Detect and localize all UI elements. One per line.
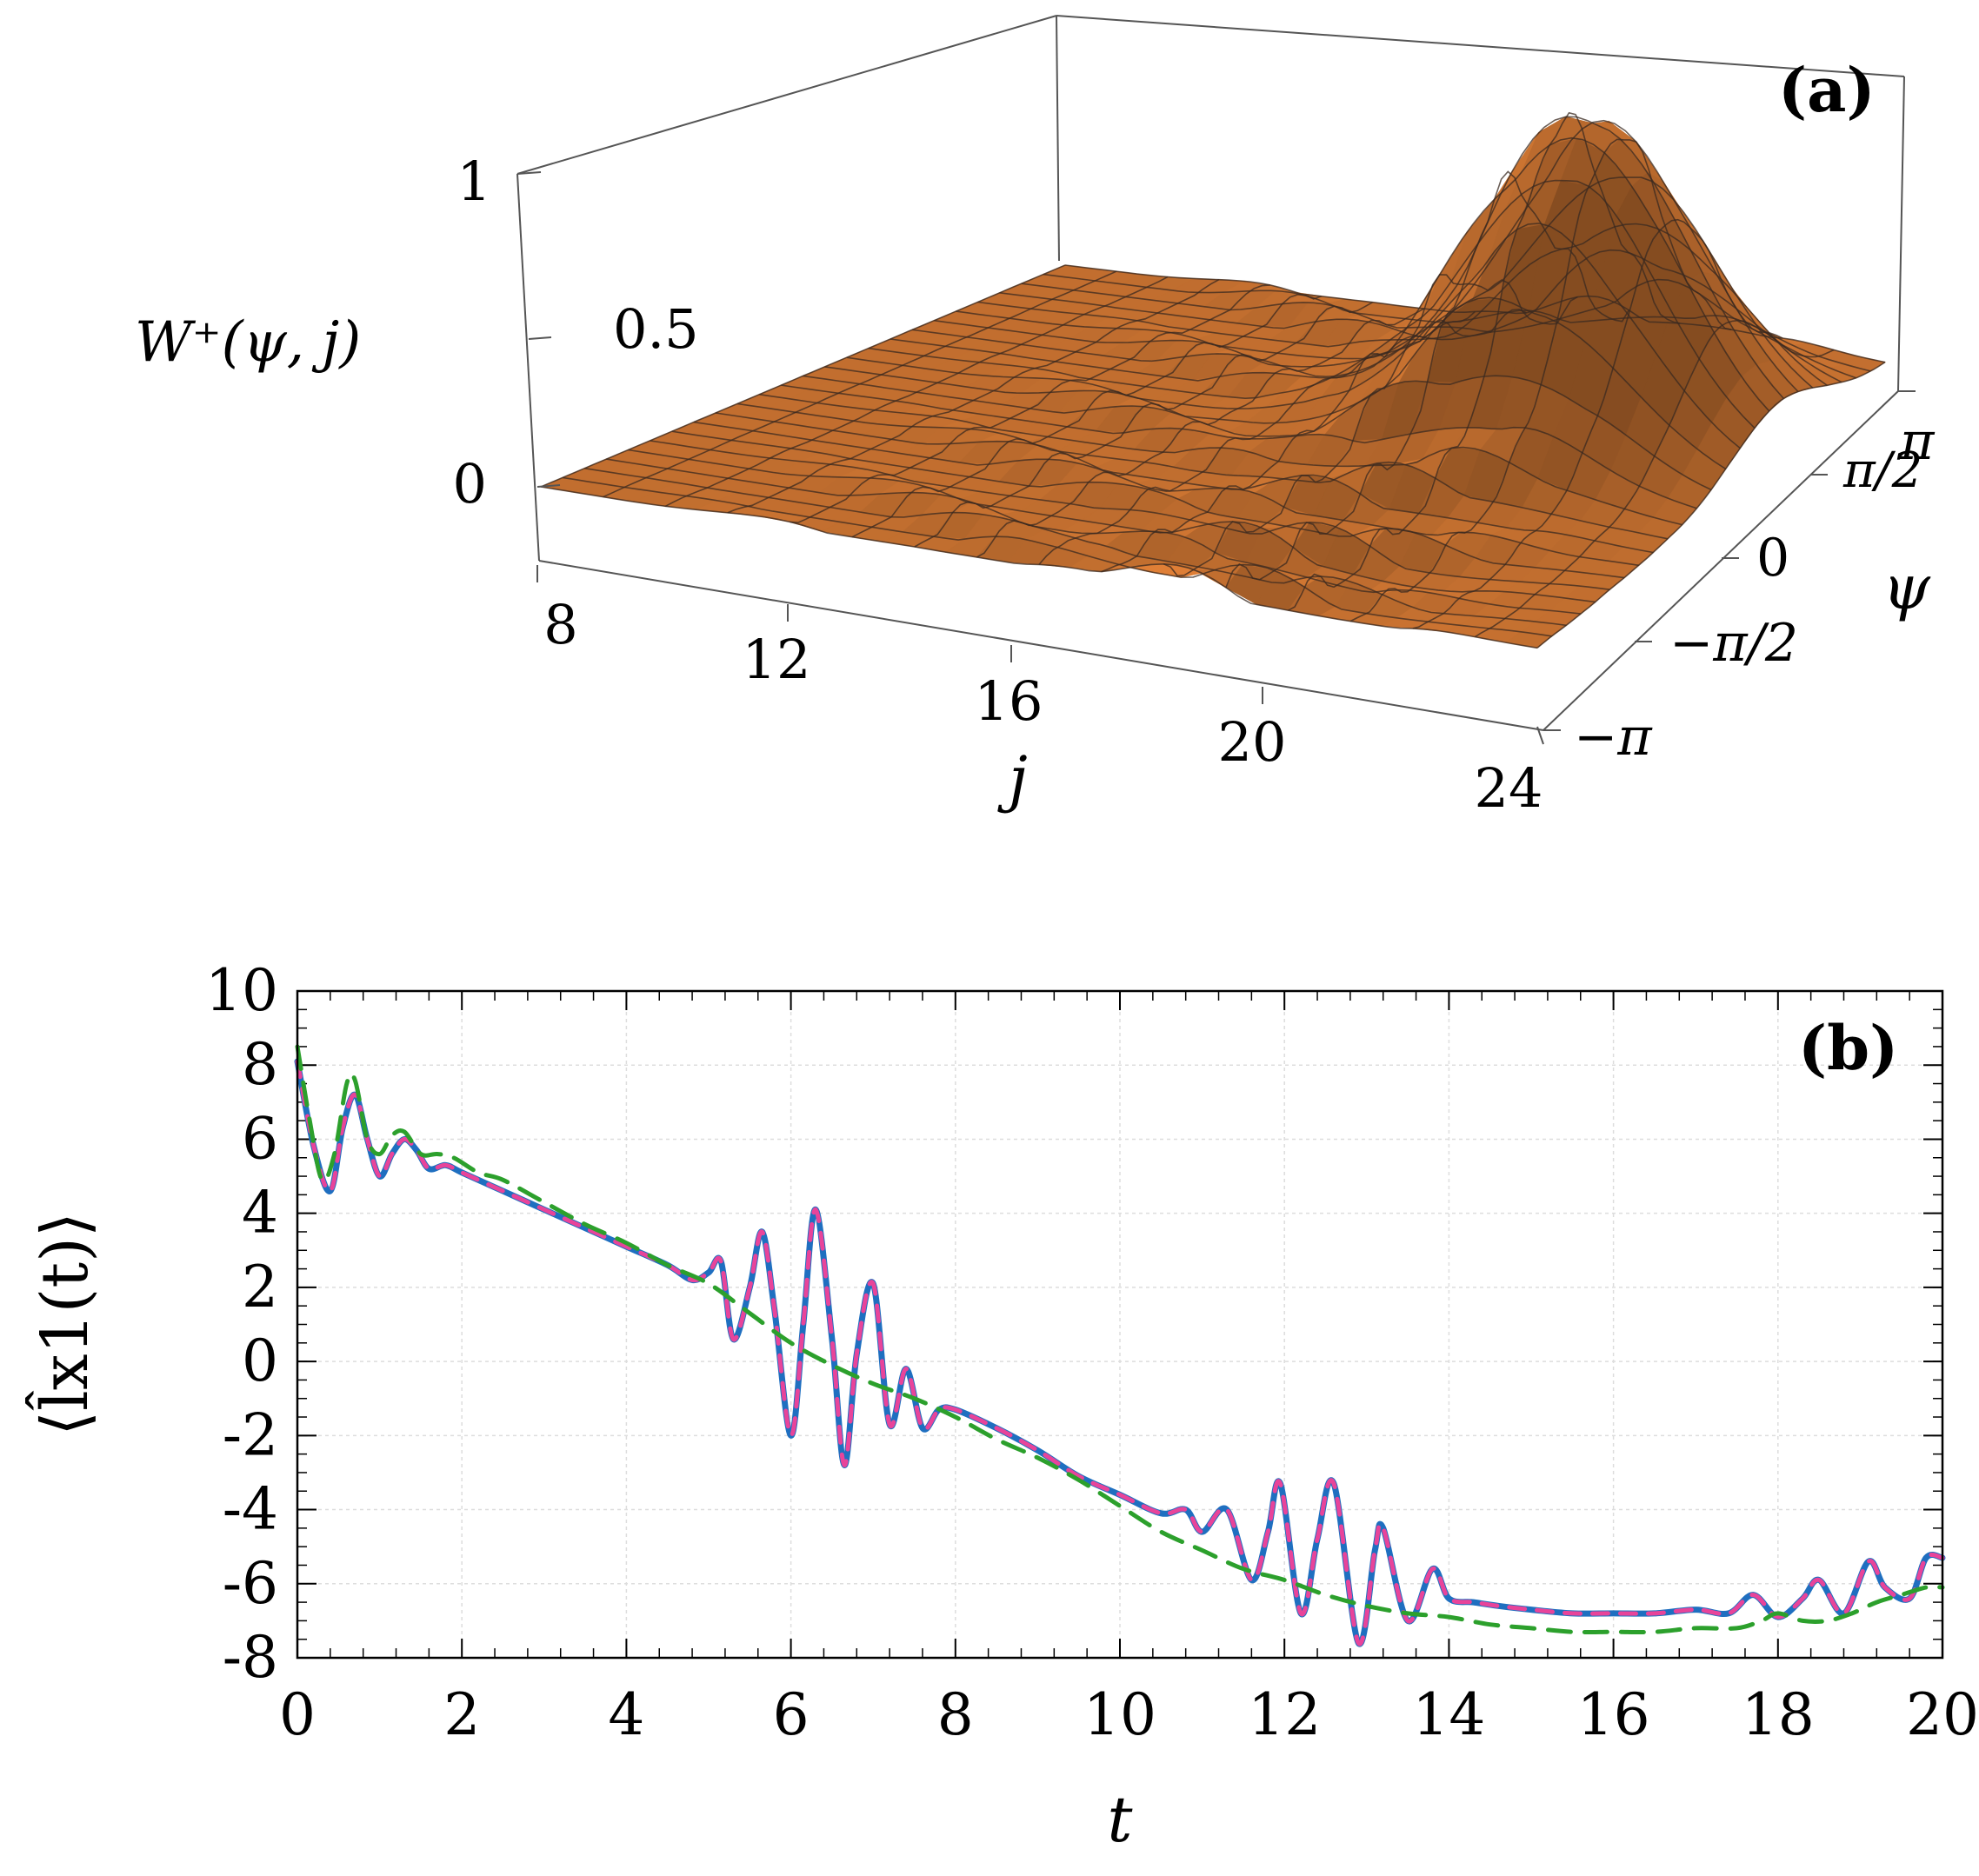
- surface-mesh-line: [977, 223, 1828, 386]
- surface-mesh-line: [846, 223, 1741, 449]
- surface-mesh-line: [562, 476, 1552, 637]
- surface-mesh-line: [540, 486, 1538, 649]
- surface-box-frame: [516, 15, 1905, 731]
- psi-tick-label: −π/2: [1669, 613, 1798, 674]
- x-tick-label: 4: [608, 1681, 644, 1748]
- y-tick-label: 0: [242, 1327, 278, 1394]
- psi-tick-label: −π: [1574, 707, 1653, 768]
- surface-mesh-line: [803, 375, 1712, 491]
- series-line-approx-green: [295, 1044, 1945, 1635]
- surface-mesh-line: [1021, 278, 1856, 379]
- y-tick-label: 8: [242, 1031, 278, 1098]
- surface-mesh-line: [1043, 273, 1871, 372]
- surface-mesh-line: [890, 136, 1770, 412]
- j-tick-label: 20: [1218, 710, 1287, 774]
- z-tick-label: 1: [457, 150, 491, 213]
- psi-tick-marks: [1543, 390, 1916, 731]
- series-line-approx-magenta: [295, 1059, 1945, 1646]
- panel-a-surface-plot: 0 0.5 1 8 12 16 20 24 −π −π/2 0 π/2 π W⁺…: [135, 15, 1936, 820]
- z-tick-label: 0: [453, 452, 487, 516]
- surface-mesh-line: [781, 384, 1697, 509]
- panel-label-a: (a): [1778, 54, 1876, 126]
- x-tick-label: 14: [1412, 1681, 1485, 1748]
- surface-mesh-line: [606, 458, 1582, 615]
- surface-mesh-line: [1064, 264, 1886, 363]
- x-tick-label: 8: [937, 1681, 974, 1748]
- x-tick-label: 10: [1083, 1681, 1156, 1748]
- surface-mesh: [539, 111, 1887, 649]
- grid-lines: [297, 990, 1943, 1659]
- x-tick-labels: 0 2 4 6 8 10 12 14 16 18 20: [279, 1681, 1979, 1748]
- surface-mesh-line: [650, 440, 1610, 590]
- y-tick-label: -8: [223, 1624, 278, 1691]
- y-tick-label: 6: [242, 1105, 278, 1172]
- x-axis-label: t: [1108, 1783, 1134, 1856]
- x-tick-label: 18: [1742, 1681, 1815, 1748]
- j-tick-label: 8: [543, 593, 577, 656]
- plot-frame: [296, 989, 1944, 1660]
- x-tick-label: 2: [443, 1681, 480, 1748]
- y-tick-labels: -8 -6 -4 -2 02 4 6 8 10: [205, 957, 278, 1691]
- surface-mesh-line: [671, 430, 1625, 579]
- series-lines: [294, 1044, 1946, 1647]
- surface-mesh-line: [715, 412, 1654, 554]
- y-tick-label: -4: [223, 1476, 278, 1543]
- surface-mesh-line: [956, 176, 1814, 389]
- j-tick-label: 24: [1475, 756, 1543, 820]
- y-tick-label: -6: [223, 1550, 278, 1617]
- x-tick-label: 0: [279, 1681, 316, 1748]
- y-tick-label: -2: [223, 1401, 278, 1468]
- y-tick-label: 4: [242, 1180, 278, 1247]
- psi-axis-label: ψ: [1882, 552, 1931, 623]
- panel-label-b: (b): [1798, 1012, 1898, 1084]
- surface-mesh-line: [693, 421, 1639, 567]
- surface-mesh-line: [628, 449, 1596, 603]
- surface-mesh-line: [999, 249, 1842, 383]
- x-tick-label: 16: [1577, 1681, 1650, 1748]
- y-tick-label: 10: [205, 957, 278, 1024]
- surface-mesh-line: [824, 296, 1727, 470]
- z-tick-marks: [516, 171, 561, 488]
- psi-tick-label: π: [1899, 411, 1936, 472]
- plot-area: [297, 991, 1942, 1658]
- z-tick-label: 0.5: [613, 297, 699, 361]
- surface-mesh-line: [584, 467, 1567, 627]
- surface-mesh-line: [868, 179, 1756, 429]
- psi-tick-label: π/2: [1842, 442, 1922, 499]
- surface-mesh-line: [736, 402, 1669, 540]
- surface-mesh-line: [759, 393, 1682, 526]
- j-axis-label: j: [997, 743, 1028, 815]
- surface-mesh-line: [911, 116, 1784, 399]
- x-tick-label: 20: [1906, 1681, 1979, 1748]
- z-axis-label: W⁺(ψ, j): [135, 310, 361, 375]
- x-tick-label: 6: [773, 1681, 810, 1748]
- y-axis-label: ⟨l̂x1(t)⟩: [24, 1212, 103, 1436]
- j-tick-label: 16: [975, 669, 1043, 733]
- x-tick-label: 12: [1248, 1681, 1321, 1748]
- j-tick-marks: [536, 565, 1544, 745]
- y-tick-label: 2: [242, 1254, 278, 1321]
- psi-tick-label: 0: [1756, 528, 1789, 589]
- j-tick-label: 12: [743, 628, 811, 691]
